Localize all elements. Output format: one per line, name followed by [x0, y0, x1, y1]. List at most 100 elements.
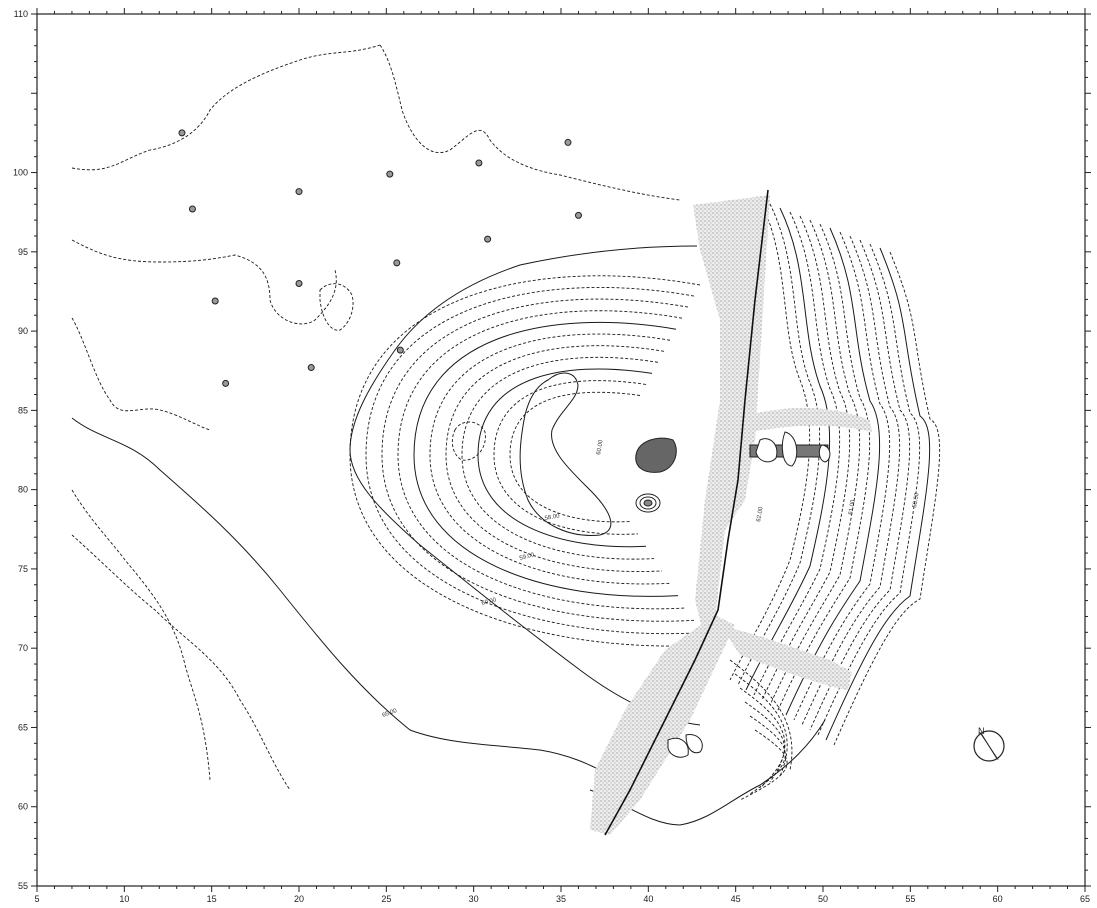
contour-value-label: 60.00 — [481, 597, 498, 607]
x-tick-label: 30 — [469, 894, 479, 904]
contour-line — [739, 687, 786, 783]
contour-value-label: 62.00 — [756, 506, 765, 522]
structure-stone — [685, 734, 703, 754]
contour-value-label: 60.00 — [596, 439, 605, 455]
post-hole — [178, 129, 186, 137]
x-tick-label: 15 — [207, 894, 217, 904]
north-arrow-label: N — [978, 726, 985, 736]
contour-value-label: 58.50 — [912, 492, 921, 508]
contour-group-east — [729, 199, 941, 801]
trench-band-spur — [748, 408, 872, 432]
contour-line — [71, 239, 337, 325]
y-tick-label: 95 — [18, 247, 28, 257]
contour-line — [761, 215, 851, 701]
y-tick-label: 100 — [13, 168, 28, 178]
x-tick-label: 10 — [119, 894, 129, 904]
y-tick-label: 110 — [14, 9, 28, 19]
trench-band-north — [693, 195, 770, 640]
post-hole — [475, 159, 483, 167]
contour-line — [793, 231, 891, 721]
contour-line — [744, 701, 785, 789]
structures-east — [749, 431, 831, 467]
x-tick-label: 35 — [556, 894, 566, 904]
contour-line — [349, 275, 711, 647]
x-tick-label: 55 — [905, 894, 915, 904]
cut-line — [604, 189, 769, 836]
contour-line — [739, 729, 788, 801]
contour-group-inner — [349, 275, 711, 647]
structure-stone — [755, 438, 778, 463]
contour-labels: 65.00 60.00 59.00 58.00 60.00 62.00 61.00 58.50 — [382, 439, 921, 719]
contour-line — [319, 283, 354, 331]
structures-south — [667, 734, 703, 758]
contour-line — [71, 417, 601, 771]
contour-line — [777, 223, 871, 711]
structure-stone — [818, 444, 831, 463]
structure-stone — [781, 431, 798, 467]
post-hole — [386, 170, 394, 178]
post-hole — [307, 364, 315, 372]
north-arrow-ring — [973, 730, 1005, 762]
contour-line — [769, 219, 861, 706]
contour-value-label: 59.00 — [519, 552, 536, 562]
contour-line — [477, 368, 653, 548]
post-hole — [396, 346, 404, 354]
contour-line — [729, 199, 811, 681]
contour-line — [493, 380, 647, 535]
summit-depression — [519, 372, 612, 536]
contour-line — [461, 356, 659, 560]
contour-line — [365, 287, 703, 635]
contour-line — [749, 715, 786, 795]
contour-line — [729, 659, 793, 771]
spiral-feature — [635, 493, 661, 513]
axis-layer: 5 10 15 20 25 30 35 40 45 50 55 60 65 55 60 65 70 75 80 85 9… — [13, 8, 1091, 904]
contour-line — [71, 534, 291, 791]
dark-pit — [635, 437, 677, 473]
contour-line — [71, 317, 211, 431]
post-hole — [211, 297, 219, 305]
x-tick-label: 45 — [731, 894, 741, 904]
x-tick-label: 20 — [294, 894, 304, 904]
post-hole — [295, 188, 303, 196]
post-hole — [574, 211, 582, 219]
post-hole — [484, 235, 492, 243]
post-hole — [564, 138, 572, 146]
contour-line — [429, 333, 671, 585]
y-tick-label: 85 — [18, 405, 28, 415]
trench-band-east — [720, 625, 852, 690]
y-tick-label: 60 — [18, 802, 28, 812]
contour-line — [451, 421, 486, 461]
x-tick-label: 60 — [993, 894, 1003, 904]
contour-line — [833, 251, 941, 746]
contour-line — [397, 310, 687, 610]
y-tick-label: 80 — [18, 485, 28, 495]
x-tick-label: 65 — [1080, 894, 1090, 904]
contour-line — [71, 44, 381, 171]
contour-line — [413, 321, 679, 597]
y-tick-label: 90 — [18, 326, 28, 336]
contour-line — [785, 227, 881, 716]
y-tick-label: 65 — [18, 722, 28, 732]
contour-line — [445, 345, 665, 572]
post-hole — [295, 280, 303, 288]
contour-line — [817, 243, 921, 736]
contour-line — [509, 391, 641, 523]
contour-line — [381, 298, 695, 622]
post-hole — [222, 379, 230, 387]
y-tick-label: 75 — [18, 564, 28, 574]
x-tick-label: 50 — [818, 894, 828, 904]
contour-line — [71, 489, 211, 781]
contour-line — [734, 673, 788, 777]
north-arrow-axis — [979, 732, 999, 760]
structure-stone — [667, 737, 689, 758]
y-tick-label: 55 — [18, 881, 28, 891]
x-tick-label: 5 — [34, 894, 39, 904]
post-hole — [393, 259, 401, 267]
contour-value-label: 61.00 — [848, 499, 857, 515]
stippled-trench — [590, 195, 872, 835]
contour-line — [589, 719, 826, 826]
contour-value-label: 65.00 — [382, 708, 399, 719]
post-holes — [178, 129, 582, 387]
